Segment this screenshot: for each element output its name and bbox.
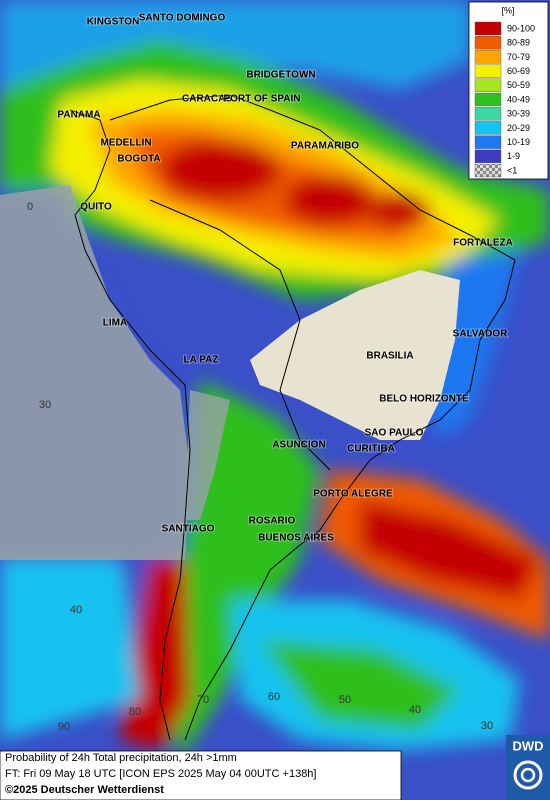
city-label: CURITIBA [347,444,395,455]
footer-forecast: FT: Fri 09 May 18 UTC [ICON EPS 2025 May… [5,768,316,780]
legend-swatch [474,36,502,50]
grid-label: 90 [58,721,70,733]
coastlines [69,94,516,741]
legend-label: 10-19 [507,137,530,147]
grid-label: 50 [339,694,351,706]
footer-copyright: ©2025 Deutscher Wetterdienst [5,784,164,796]
legend-label: 70-79 [507,52,530,62]
legend-swatch [474,78,502,93]
legend-swatch [474,64,502,78]
legend-label: 40-49 [507,94,530,104]
logo: DWD [506,735,550,800]
city-label: PORT OF SPAIN [223,94,300,105]
city-label: BRASILIA [366,351,413,362]
city-label: MEDELLIN [100,138,151,149]
grid-label: 40 [409,704,421,716]
grid-label: 70 [197,694,209,706]
city-label: SANTIAGO [162,524,215,535]
city-label: ROSARIO [249,516,296,527]
city-label: SAO PAULO [365,428,424,439]
city-label: SALVADOR [453,329,508,340]
legend-label: 30-39 [507,109,530,119]
legend-label: 50-59 [507,80,530,90]
city-label: SANTO DOMINGO [139,13,226,24]
legend-swatch [474,50,502,64]
legend-swatch [474,149,502,164]
city-label: CARACAS [182,94,232,105]
legend-swatch [474,92,502,107]
legend-label: 90-100 [507,23,535,33]
grid-label: 30 [39,399,51,411]
city-label: BUENOS AIRES [258,533,334,544]
grid-label: 0 [27,201,33,213]
legend-label: <1 [507,165,517,175]
city-label: LA PAZ [184,355,219,366]
grid-label: 40 [70,604,82,616]
legend: [%] 90-100 80-89 70-79 60-69 50-59 40-49 30-39… [468,1,549,180]
legend-label: 1-9 [507,151,520,161]
city-label: ASUNCION [272,440,325,451]
legend-label: 80-89 [507,38,530,48]
city-label: BOGOTA [117,154,160,165]
city-label: PANAMA [57,110,100,121]
city-label: PORTO ALEGRE [313,489,393,500]
grid-label: 80 [129,706,141,718]
grid-label: 60 [268,691,280,703]
city-label: LIMA [103,318,127,329]
grid-label: 30 [481,720,493,732]
city-label: BRIDGETOWN [246,70,315,81]
logo-text: DWD [512,738,543,753]
city-label: KINGSTON [87,17,140,28]
city-label: BELO HORIZONTE [379,394,469,405]
legend-swatch [474,135,502,149]
legend-swatch [474,121,502,135]
legend-label: 60-69 [507,66,530,76]
footer: Probability of 24h Total precipitation, … [0,750,402,800]
city-label: QUITO [80,202,112,213]
footer-title: Probability of 24h Total precipitation, … [5,752,237,764]
city-label: FORTALEZA [453,238,513,249]
legend-swatch [474,106,502,121]
city-label: PARAMARIBO [291,141,359,152]
legend-swatch [474,21,502,36]
legend-swatch [474,163,502,178]
legend-label: 20-29 [507,123,530,133]
legend-title: [%] [501,5,514,15]
